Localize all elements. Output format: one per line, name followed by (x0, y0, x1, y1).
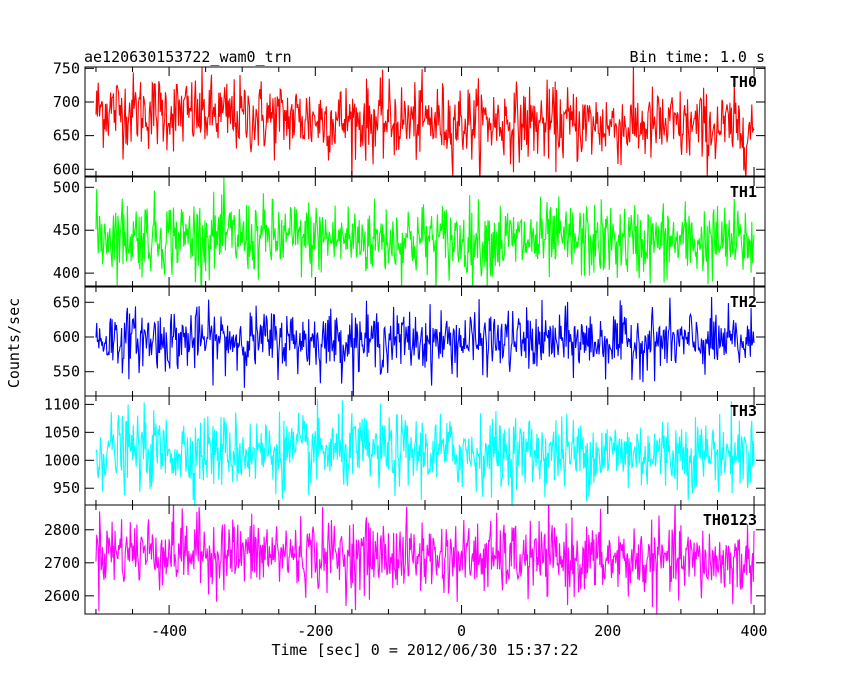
panel-label: TH0123 (703, 511, 757, 529)
panel-th3: 950 1000 1050 1100 TH3 (44, 395, 766, 506)
series-line-th3 (95, 398, 755, 505)
x-tick-label: 0 (457, 622, 466, 640)
x-tick-label: 400 (740, 622, 767, 640)
y-tick-label: 550 (53, 363, 80, 381)
series-line-th2 (95, 296, 755, 396)
y-tick-label: 400 (53, 264, 80, 282)
panel-th0123: 2600 2700 2800 TH0123 (44, 504, 766, 615)
y-tick-label: 750 (53, 59, 80, 77)
y-tick-label: 650 (53, 293, 80, 311)
panel-stack: 600 650 700 750 TH0 400 450 500 TH1 550 600 650 TH2 9… (44, 59, 768, 640)
y-tick-label: 2800 (44, 521, 80, 539)
bin-time-label: Bin time: 1.0 s (630, 48, 765, 66)
y-tick-label: 450 (53, 221, 80, 239)
panel-th1: 400 450 500 TH1 (53, 176, 766, 287)
panel-th2: 550 600 650 TH2 (53, 286, 766, 397)
y-tick-label: 600 (53, 160, 80, 178)
y-tick-label: 600 (53, 328, 80, 346)
x-tick-label: -400 (151, 622, 187, 640)
y-tick-label: 650 (53, 127, 80, 145)
series-line-th0 (95, 67, 755, 176)
panel-th0: 600 650 700 750 TH0 (53, 59, 766, 178)
panel-label: TH0 (730, 73, 757, 91)
y-tick-label: 1050 (44, 423, 80, 441)
y-tick-label: 2700 (44, 554, 80, 572)
y-tick-label: 1000 (44, 451, 80, 469)
y-tick-label: 950 (53, 479, 80, 497)
series-line-th1 (95, 177, 755, 286)
x-axis-label: Time [sec] 0 = 2012/06/30 15:37:22 (271, 641, 578, 659)
panel-label: TH1 (730, 183, 757, 201)
y-tick-label: 2600 (44, 587, 80, 605)
y-axis-label: Counts/sec (5, 298, 23, 388)
y-tick-label: 700 (53, 93, 80, 111)
panel-label: TH3 (730, 402, 757, 420)
y-tick-label: 500 (53, 178, 80, 196)
x-tick-label: 200 (594, 622, 621, 640)
chart-title: ae120630153722_wam0_trn (84, 48, 292, 66)
panel-label: TH2 (730, 293, 757, 311)
y-tick-label: 1100 (44, 395, 80, 413)
x-tick-label: -200 (297, 622, 333, 640)
series-line-th0123 (95, 505, 755, 614)
